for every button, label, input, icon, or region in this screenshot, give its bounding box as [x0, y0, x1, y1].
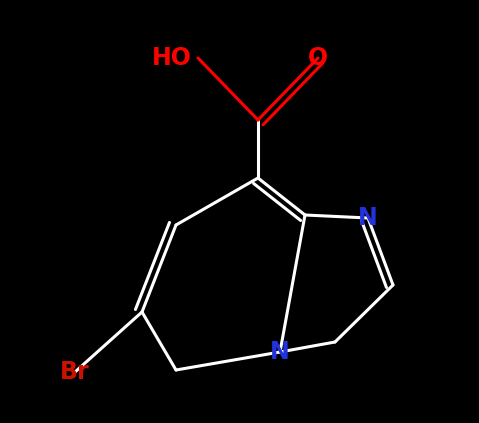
- Text: O: O: [308, 46, 328, 70]
- Text: N: N: [358, 206, 378, 230]
- Text: HO: HO: [152, 46, 192, 70]
- Text: Br: Br: [60, 360, 90, 384]
- Text: N: N: [270, 340, 290, 364]
